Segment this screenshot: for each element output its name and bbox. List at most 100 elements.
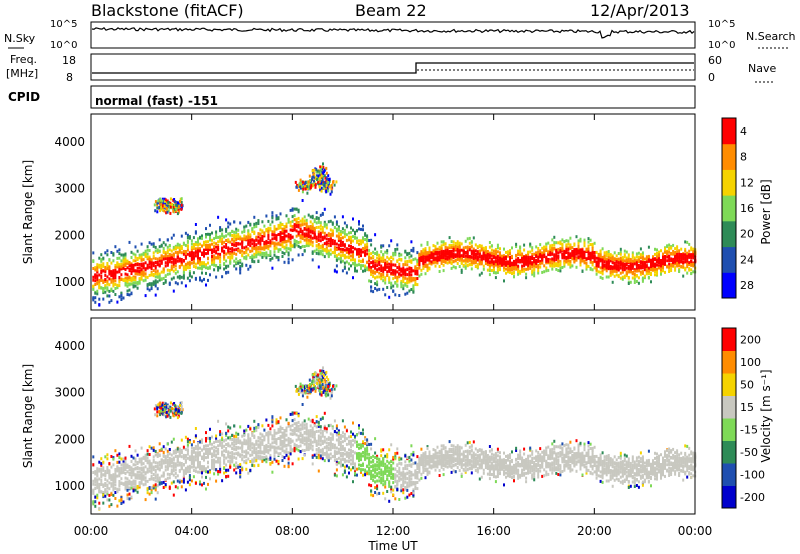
power-cell xyxy=(601,264,604,268)
power-cell xyxy=(215,275,218,279)
velocity-cell xyxy=(116,453,119,457)
power-cell xyxy=(688,263,691,267)
power-cell xyxy=(452,252,455,256)
power-cell xyxy=(192,243,195,247)
power-cell xyxy=(203,240,205,244)
power-cell xyxy=(217,268,220,272)
power-cell xyxy=(372,274,375,278)
noise-tick-low-right: 10^0 xyxy=(708,40,735,51)
power-cell xyxy=(199,247,201,251)
power-cell xyxy=(322,180,324,184)
power-cell xyxy=(194,265,197,269)
freq-unit-label: [MHz] xyxy=(6,67,38,80)
power-cell xyxy=(190,256,193,260)
power-cell xyxy=(384,261,387,265)
power-cell xyxy=(384,293,387,297)
power-cell xyxy=(690,268,693,272)
power-cell xyxy=(370,252,373,256)
power-cell xyxy=(478,262,481,266)
power-cell xyxy=(621,256,624,260)
power-cell xyxy=(599,259,602,263)
power-cell xyxy=(597,270,600,274)
power-cell xyxy=(601,255,604,259)
power-cell xyxy=(513,266,515,270)
power-cell xyxy=(692,263,695,267)
power-cell xyxy=(470,240,473,244)
power-cell xyxy=(549,249,552,253)
power-cell xyxy=(150,273,153,277)
velocity-cell xyxy=(98,467,101,471)
power-cell xyxy=(662,254,664,257)
power-cell xyxy=(519,271,522,275)
velocity-cell xyxy=(146,452,149,456)
power-cell xyxy=(319,213,322,217)
power-cell xyxy=(128,264,131,268)
power-cell xyxy=(625,274,628,278)
power-cell xyxy=(209,223,211,227)
power-cell xyxy=(672,252,675,256)
power-cell xyxy=(283,240,286,244)
power-cell xyxy=(531,270,534,274)
noise-tick-low-left: 10^0 xyxy=(50,40,77,51)
power-cell xyxy=(521,260,524,264)
power-cell xyxy=(184,250,187,253)
power-cell xyxy=(231,255,234,259)
power-cell xyxy=(309,242,312,246)
power-cell xyxy=(360,250,362,254)
power-cell xyxy=(158,256,161,260)
power-cell xyxy=(436,247,439,251)
power-cell xyxy=(480,259,483,263)
velocity-cell xyxy=(112,488,115,492)
power-cell xyxy=(118,278,121,282)
power-cell xyxy=(428,249,431,253)
velocity-cell xyxy=(96,493,99,497)
velocity-cell xyxy=(140,446,143,450)
velocity-cell xyxy=(124,487,127,491)
power-cell xyxy=(316,169,319,173)
power-cell xyxy=(253,215,256,219)
power-cell xyxy=(573,248,576,252)
power-cell xyxy=(366,260,369,264)
power-cell xyxy=(192,245,195,249)
power-cell xyxy=(219,263,222,267)
power-cell xyxy=(543,250,546,254)
power-cell xyxy=(523,255,526,259)
velocity-cell xyxy=(106,457,109,461)
power-cell xyxy=(382,269,385,273)
power-cell xyxy=(235,261,238,265)
power-cell xyxy=(537,247,540,250)
power-cell xyxy=(136,281,139,284)
power-cell xyxy=(243,256,246,259)
power-cell xyxy=(557,264,560,268)
power-cell xyxy=(293,214,296,218)
power-cell xyxy=(148,265,151,269)
velocity-cell xyxy=(126,463,129,467)
power-cell xyxy=(380,264,383,268)
power-cell xyxy=(306,191,309,195)
power-cell xyxy=(317,180,320,184)
power-cell xyxy=(241,230,244,234)
power-cell xyxy=(476,263,479,267)
power-cell xyxy=(633,262,636,266)
power-cell xyxy=(311,177,314,181)
velocity-cell xyxy=(120,471,123,475)
power-cell xyxy=(398,252,401,256)
power-cell xyxy=(605,269,608,273)
velocity-cell xyxy=(96,472,99,476)
power-cell xyxy=(607,275,610,279)
power-cell xyxy=(354,247,356,251)
power-cell xyxy=(593,257,596,261)
power-cell xyxy=(472,236,475,240)
velocity-cell xyxy=(134,479,137,483)
power-cell xyxy=(271,241,274,245)
power-cell xyxy=(307,225,310,229)
velocity-cell xyxy=(150,446,153,450)
power-cell xyxy=(672,249,675,253)
power-cell xyxy=(575,257,578,261)
velocity-cell xyxy=(126,470,129,474)
power-cell xyxy=(394,272,397,276)
power-cell xyxy=(176,212,179,216)
power-cell xyxy=(319,185,321,189)
power-cell xyxy=(494,256,497,260)
velocity-cell xyxy=(92,479,95,483)
